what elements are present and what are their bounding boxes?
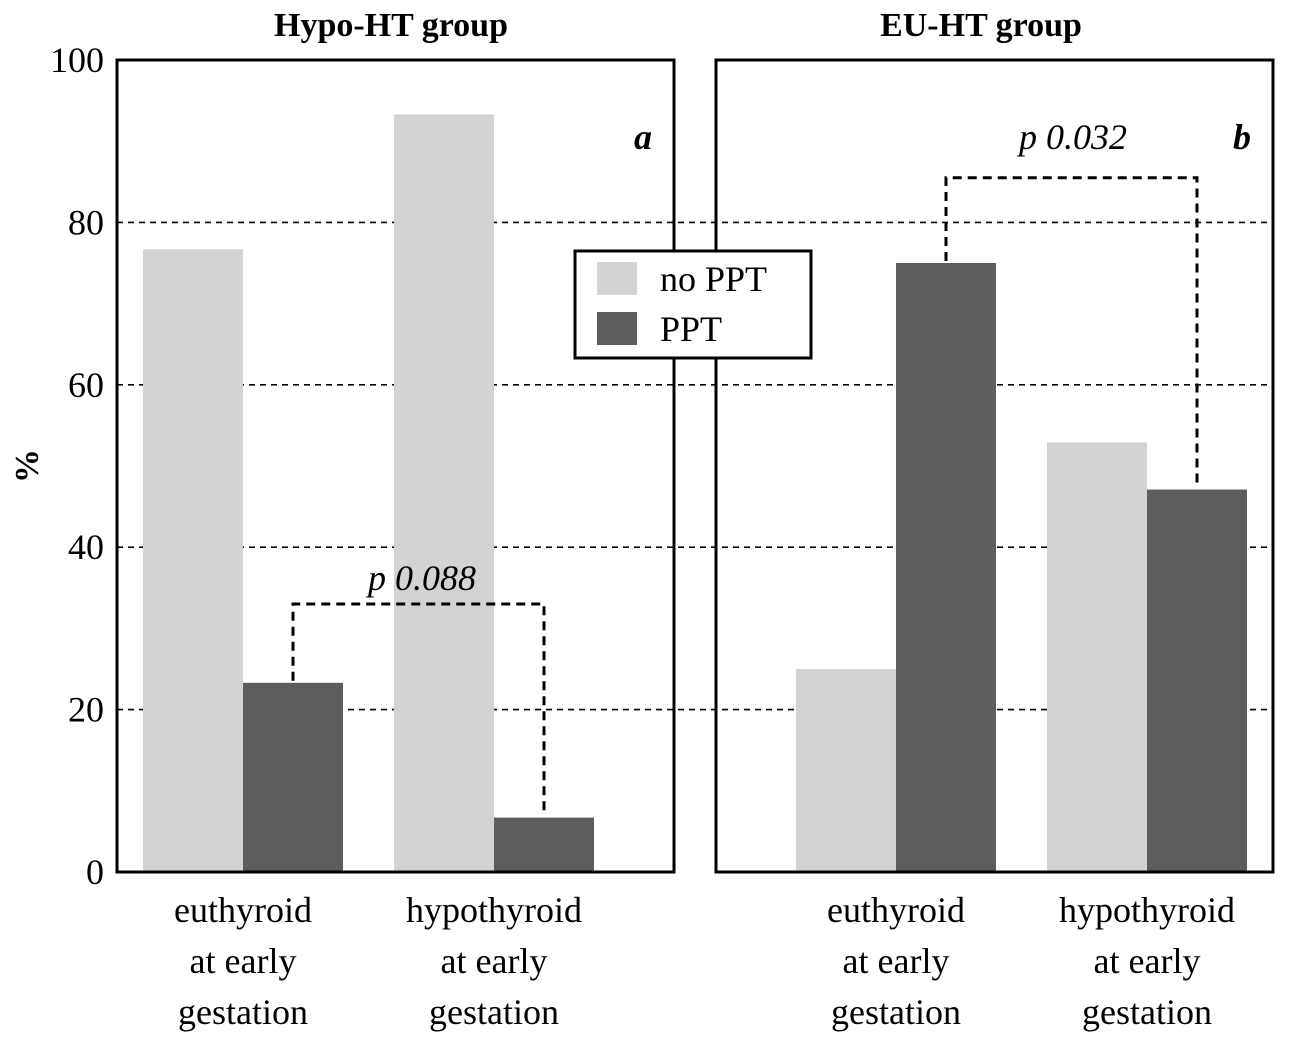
bar-ppt	[896, 263, 996, 872]
panel-frame	[714, 58, 1275, 874]
legend-label: PPT	[660, 309, 722, 349]
category-label: at early	[843, 941, 950, 981]
y-tick-label: 100	[50, 40, 104, 80]
category-label: at early	[1094, 941, 1201, 981]
bar-no-ppt	[143, 249, 243, 873]
legend-swatch	[597, 312, 637, 345]
category-label: gestation	[429, 992, 559, 1032]
category-label: hypothyroid	[1059, 890, 1235, 930]
category-label: hypothyroid	[406, 890, 582, 930]
y-tick-label: 80	[68, 202, 104, 242]
bar-ppt	[1147, 489, 1247, 872]
category-label: at early	[190, 941, 297, 981]
y-axis-label: %	[9, 449, 46, 483]
legend-swatch	[597, 262, 637, 295]
y-tick-label: 20	[68, 690, 104, 730]
panel-frame	[115, 58, 676, 874]
panel-title: Hypo-HT group	[274, 7, 508, 44]
bar-ppt	[243, 682, 343, 872]
panel-title: EU-HT group	[880, 7, 1082, 44]
bar-no-ppt	[796, 669, 896, 872]
bar-no-ppt	[1047, 442, 1147, 872]
y-tick-label: 60	[68, 365, 104, 405]
category-label: euthyroid	[174, 890, 312, 930]
panel-letter: a	[634, 117, 652, 157]
legend-label: no PPT	[660, 259, 767, 299]
category-label: gestation	[178, 992, 308, 1032]
panel-letter: b	[1233, 117, 1251, 157]
category-label: euthyroid	[827, 890, 965, 930]
significance-bracket	[291, 602, 546, 816]
category-label: gestation	[831, 992, 961, 1032]
category-label: at early	[441, 941, 548, 981]
y-tick-label: 40	[68, 527, 104, 567]
p-value-annotation: p 0.032	[1016, 117, 1127, 157]
category-label: gestation	[1082, 992, 1212, 1032]
bar-no-ppt	[394, 114, 494, 873]
bar-ppt	[494, 817, 594, 872]
y-tick-label: 0	[86, 852, 104, 892]
p-value-annotation: p 0.088	[365, 558, 476, 598]
